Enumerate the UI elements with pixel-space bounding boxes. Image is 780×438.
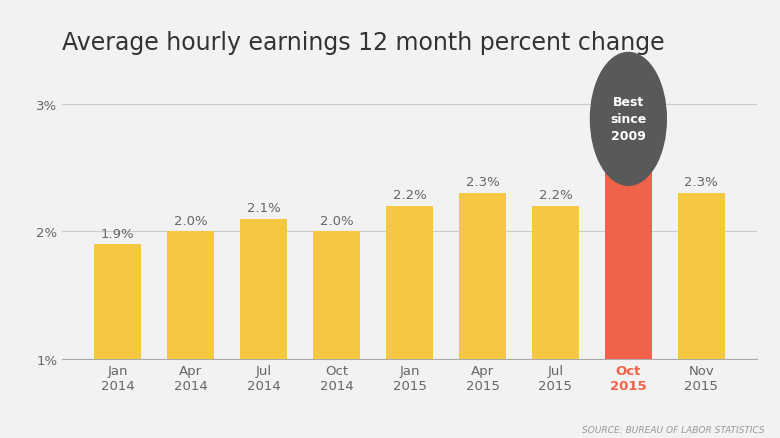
Text: Average hourly earnings 12 month percent change: Average hourly earnings 12 month percent… (62, 31, 665, 55)
Bar (94, 244, 141, 359)
Bar (313, 232, 360, 359)
Text: 2.0%: 2.0% (174, 214, 207, 227)
Bar (604, 168, 652, 359)
Text: 2.2%: 2.2% (538, 189, 573, 202)
Text: 2.3%: 2.3% (466, 176, 499, 189)
Text: 1.9%: 1.9% (101, 227, 134, 240)
Text: 2.5%: 2.5% (605, 145, 651, 163)
Text: 2.0%: 2.0% (320, 214, 353, 227)
Text: 2.1%: 2.1% (246, 201, 281, 215)
Bar (167, 232, 214, 359)
Bar (678, 194, 725, 359)
Text: 2.2%: 2.2% (392, 189, 427, 202)
Bar (240, 219, 287, 359)
Circle shape (590, 53, 666, 186)
Bar (532, 206, 579, 359)
Text: Best
since
2009: Best since 2009 (610, 96, 647, 143)
Bar (459, 194, 506, 359)
Text: SOURCE: BUREAU OF LABOR STATISTICS: SOURCE: BUREAU OF LABOR STATISTICS (582, 424, 764, 434)
Bar (386, 206, 433, 359)
Text: 2.3%: 2.3% (685, 176, 718, 189)
